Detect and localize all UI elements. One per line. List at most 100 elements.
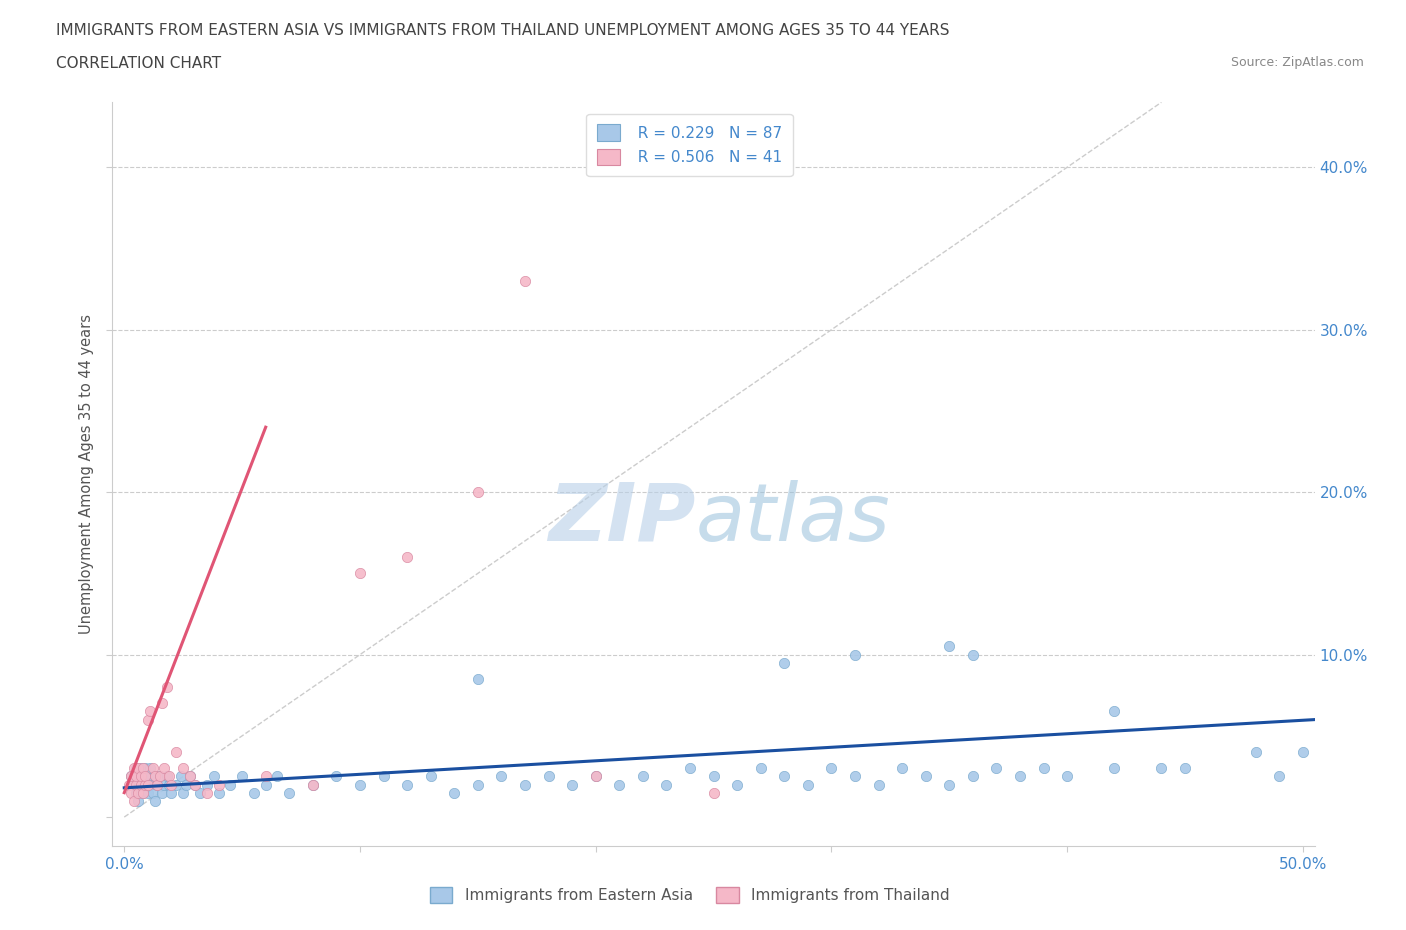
Point: [129, 761, 152, 776]
Point: [278, 785, 301, 800]
Point: [153, 761, 176, 776]
Point: [396, 777, 419, 792]
Point: [1244, 745, 1267, 760]
Point: [207, 785, 229, 800]
Point: [914, 769, 936, 784]
Point: [143, 793, 166, 808]
Point: [1268, 769, 1291, 784]
Point: [467, 671, 489, 686]
Point: [127, 769, 149, 784]
Point: [254, 769, 277, 784]
Point: [134, 777, 156, 792]
Point: [153, 777, 176, 792]
Point: [122, 761, 145, 776]
Point: [301, 777, 323, 792]
Point: [160, 785, 183, 800]
Point: [132, 761, 155, 776]
Point: [749, 761, 772, 776]
Point: [986, 761, 1008, 776]
Point: [349, 777, 371, 792]
Point: [443, 785, 465, 800]
Point: [146, 777, 169, 792]
Point: [254, 777, 277, 792]
Point: [702, 785, 725, 800]
Point: [962, 647, 984, 662]
Point: [373, 769, 395, 784]
Point: [207, 777, 229, 792]
Point: [139, 777, 162, 792]
Point: [120, 785, 142, 800]
Point: [120, 769, 142, 784]
Point: [125, 769, 148, 784]
Point: [219, 777, 242, 792]
Point: [141, 761, 163, 776]
Point: [156, 769, 179, 784]
Point: [134, 769, 156, 784]
Point: [349, 566, 371, 581]
Point: [136, 777, 159, 792]
Point: [184, 777, 207, 792]
Point: [868, 777, 890, 792]
Point: [129, 777, 152, 792]
Text: IMMIGRANTS FROM EASTERN ASIA VS IMMIGRANTS FROM THAILAND UNEMPLOYMENT AMONG AGES: IMMIGRANTS FROM EASTERN ASIA VS IMMIGRAN…: [56, 23, 949, 38]
Point: [122, 777, 145, 792]
Point: [773, 656, 796, 671]
Legend: Immigrants from Eastern Asia, Immigrants from Thailand: Immigrants from Eastern Asia, Immigrants…: [423, 881, 956, 910]
Point: [938, 777, 960, 792]
Point: [160, 777, 183, 792]
Point: [962, 769, 984, 784]
Point: [561, 777, 583, 792]
Point: [129, 769, 152, 784]
Point: [301, 777, 323, 792]
Point: [149, 769, 172, 784]
Point: [134, 777, 156, 792]
Point: [132, 769, 155, 784]
Point: [184, 777, 207, 792]
Point: [165, 777, 187, 792]
Point: [266, 769, 288, 784]
Point: [195, 777, 218, 792]
Point: [655, 777, 678, 792]
Point: [170, 769, 193, 784]
Point: [725, 777, 748, 792]
Point: [820, 761, 842, 776]
Point: [1102, 704, 1125, 719]
Point: [702, 769, 725, 784]
Point: [1292, 745, 1315, 760]
Point: [134, 761, 156, 776]
Point: [513, 273, 536, 288]
Point: [136, 769, 159, 784]
Point: [136, 785, 159, 800]
Point: [127, 793, 149, 808]
Point: [132, 785, 155, 800]
Point: [150, 696, 173, 711]
Point: [172, 785, 194, 800]
Point: [132, 785, 155, 800]
Text: Source: ZipAtlas.com: Source: ZipAtlas.com: [1230, 56, 1364, 69]
Point: [844, 769, 866, 784]
Point: [156, 680, 179, 695]
Point: [125, 777, 148, 792]
Point: [607, 777, 630, 792]
Point: [1008, 769, 1031, 784]
Point: [1174, 761, 1197, 776]
Point: [143, 769, 166, 784]
Point: [891, 761, 914, 776]
Point: [149, 769, 172, 784]
Point: [1102, 761, 1125, 776]
Point: [127, 785, 149, 800]
Point: [797, 777, 820, 792]
Point: [125, 785, 148, 800]
Point: [157, 777, 180, 792]
Point: [172, 761, 194, 776]
Point: [157, 769, 180, 784]
Point: [419, 769, 441, 784]
Point: [195, 785, 218, 800]
Point: [127, 761, 149, 776]
Point: [585, 769, 607, 784]
Y-axis label: Unemployment Among Ages 35 to 44 years: Unemployment Among Ages 35 to 44 years: [79, 314, 94, 634]
Point: [231, 769, 253, 784]
Point: [467, 777, 489, 792]
Point: [139, 761, 162, 776]
Point: [139, 704, 162, 719]
